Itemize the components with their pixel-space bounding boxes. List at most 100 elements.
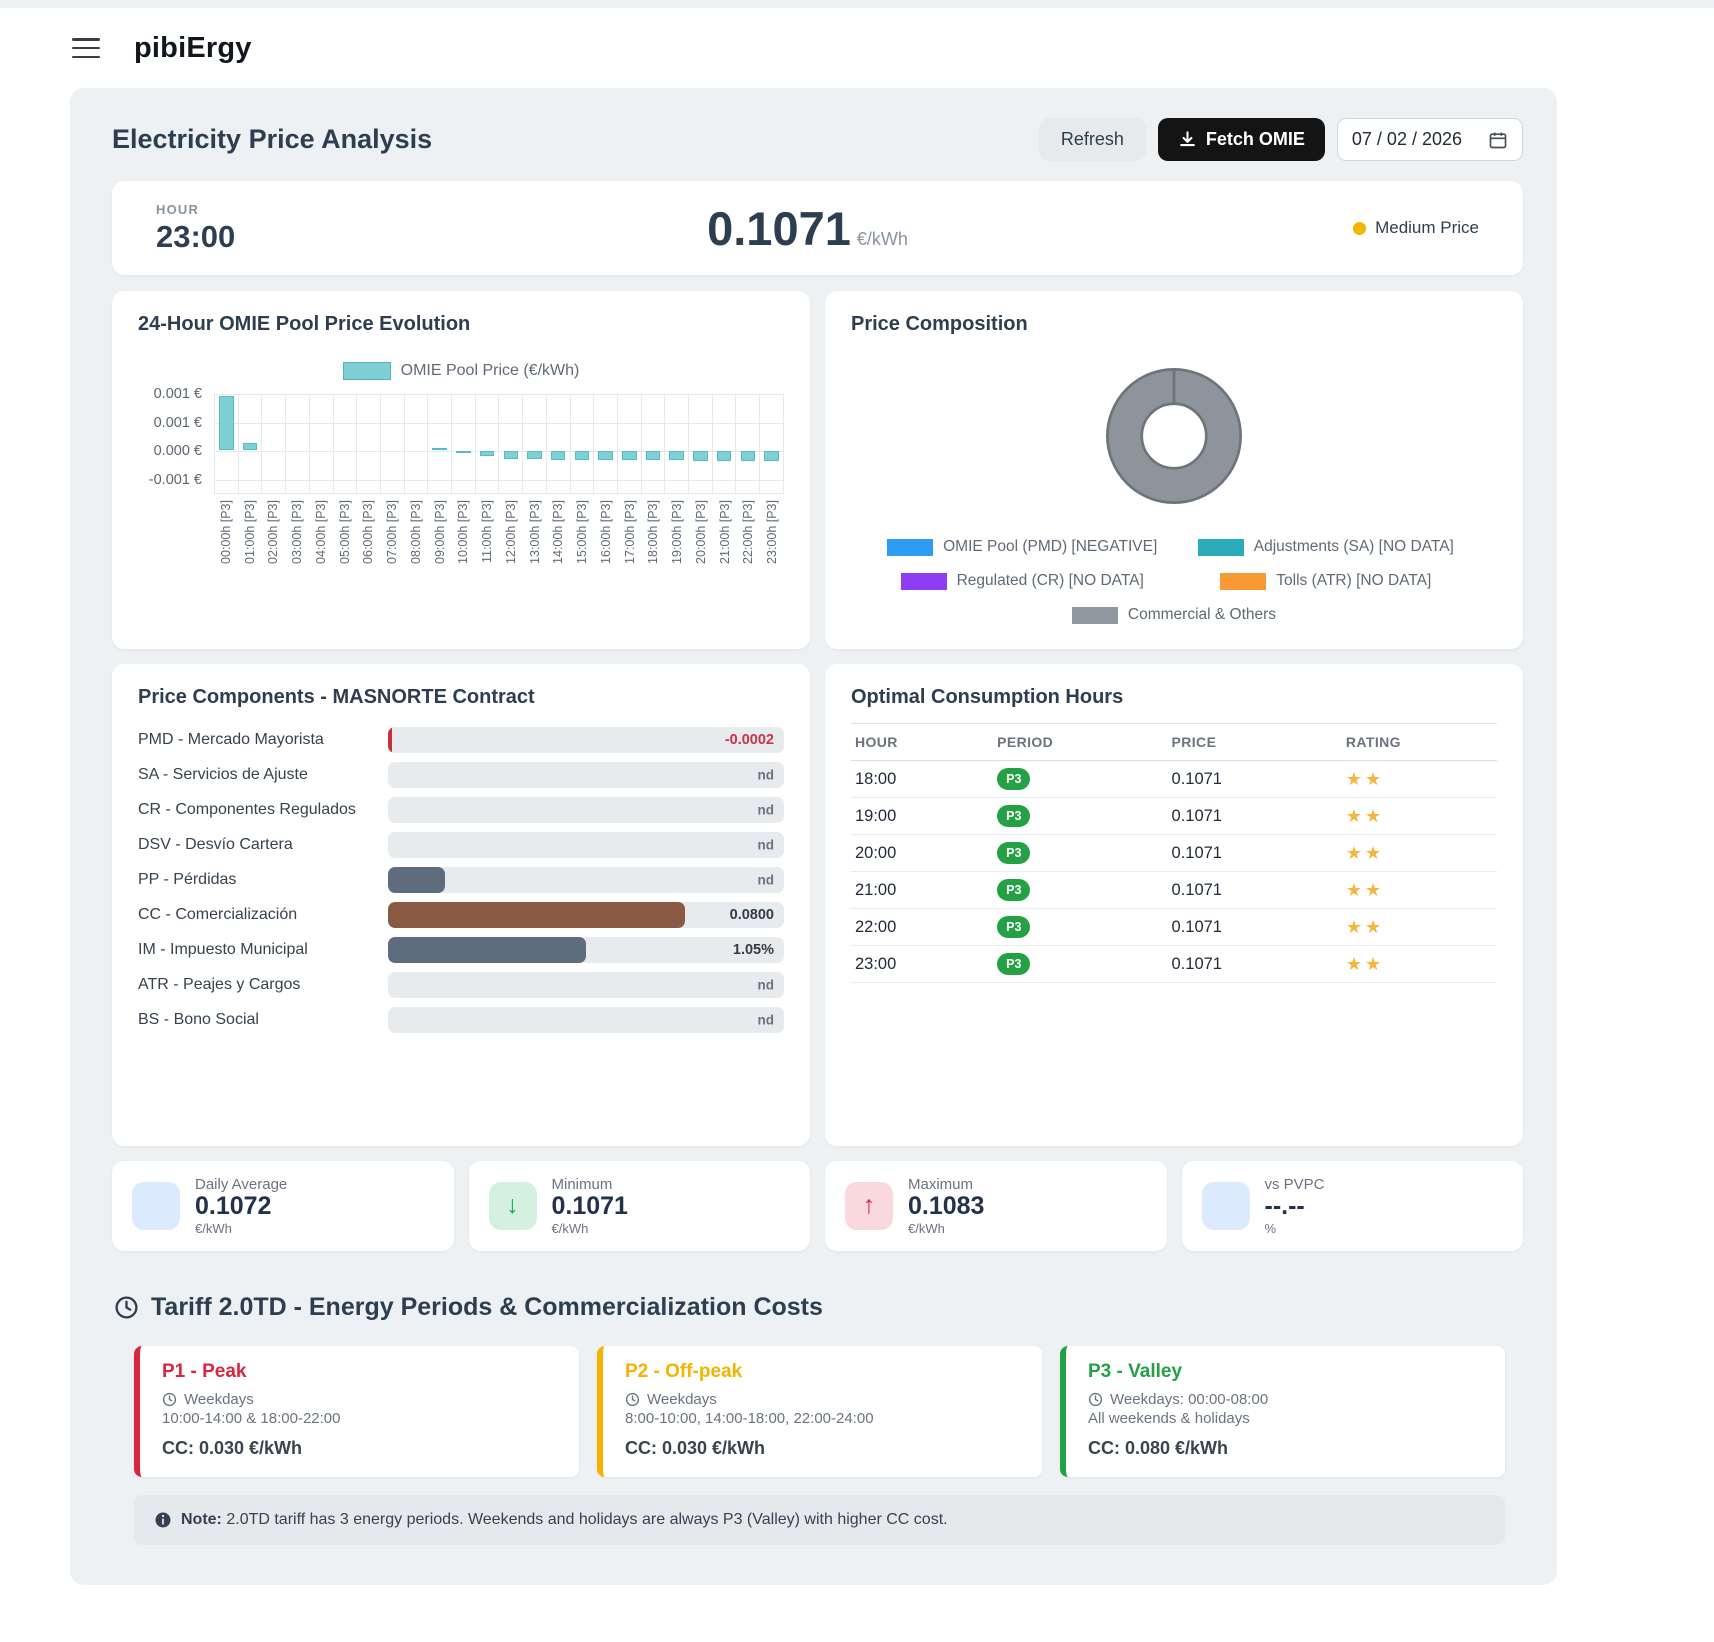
top-strip [0, 0, 1714, 8]
stat-unit: % [1264, 1220, 1277, 1236]
note-text: 2.0TD tariff has 3 energy periods. Weeke… [226, 1510, 948, 1528]
menu-icon[interactable] [72, 38, 100, 58]
component-bar [388, 727, 392, 753]
legend-label: OMIE Pool Price (€/kWh) [400, 362, 580, 379]
component-row: ATR - Peajes y Cargos nd [138, 972, 784, 998]
col-price: PRICE [1167, 723, 1342, 761]
period-cell: P3 [993, 760, 1168, 798]
stat-card: Daily Average 0.1072 €/kWh [112, 1161, 454, 1251]
y-tick-label: 0.001 € [153, 414, 202, 431]
price-composition-card: Price Composition OMIE Pool (PMD) [NEGAT… [825, 291, 1523, 649]
current-price: 0.1071 €/kWh [376, 201, 1239, 256]
table-row: 20:00 P3 0.1071 ★★ [851, 834, 1497, 872]
x-axis-label: 11:00h [P3] [480, 500, 495, 564]
date-value: 07 / 02 / 2026 [1351, 129, 1462, 149]
component-value: nd [757, 837, 775, 853]
rating-stars-icon: ★★ [1345, 953, 1385, 974]
tariff-title: Tariff 2.0TD - Energy Periods & Commerci… [151, 1292, 823, 1321]
chart-bar [550, 451, 566, 460]
omie-evolution-card: 24-Hour OMIE Pool Price Evolution OMIE P… [112, 291, 810, 649]
tariff-cc-cost: CC: 0.030 €/kWh [625, 1437, 766, 1458]
x-axis-labels: 00:00h [P3] 01:00h [P3] 02:00h [P3] 03:00h … [214, 500, 784, 564]
donut-chart [851, 350, 1497, 522]
composition-title: Price Composition [851, 313, 1028, 335]
blue-square-icon [1201, 1181, 1250, 1230]
bar-column [381, 394, 405, 493]
table-row: 18:00 P3 0.1071 ★★ [851, 760, 1497, 798]
stat-label: Minimum [551, 1176, 613, 1193]
price-cell: 0.1071 [1167, 908, 1342, 946]
stat-label: Daily Average [195, 1176, 288, 1193]
y-tick-label: 0.001 € [153, 386, 202, 402]
stat-unit: €/kWh [195, 1220, 232, 1236]
component-row: PP - Pérdidas nd [138, 867, 784, 893]
tariff-card: P1 - Peak Weekdays 10:00-14:00 & 18:00-22:… [134, 1345, 579, 1477]
hour-cell: 20:00 [851, 834, 994, 872]
period-badge: P3 [997, 953, 1031, 975]
status-label: Medium Price [1375, 218, 1479, 237]
period-badge: P3 [997, 805, 1031, 827]
bar-column [310, 394, 334, 493]
component-value: nd [757, 767, 775, 783]
gridline [215, 422, 784, 424]
component-label: BS - Bono Social [138, 1011, 259, 1028]
chart-bar [479, 451, 495, 457]
component-bar-track: 0.0800 [388, 902, 784, 928]
bar-column [547, 394, 571, 493]
refresh-button[interactable]: Refresh [1038, 118, 1146, 161]
blue-square-icon [132, 1181, 180, 1230]
chart-bar [456, 451, 471, 454]
bar-column [665, 394, 690, 493]
hour-cell: 21:00 [851, 871, 994, 909]
header-actions: Refresh Fetch OMIE 07 / 02 / 2026 [1038, 118, 1523, 161]
stat-value: 0.1072 [195, 1192, 272, 1220]
component-label: PMD - Mercado Mayorista [138, 731, 324, 748]
stat-unit: €/kWh [551, 1220, 589, 1236]
price-value: 0.1071 [707, 201, 851, 255]
tariff-period-name: P2 - Off-peak [625, 1360, 743, 1382]
page-title: Electricity Price Analysis [112, 124, 433, 154]
arrow-up-icon: ↑ [845, 1181, 893, 1230]
table-row: 19:00 P3 0.1071 ★★ [851, 797, 1497, 835]
component-label: DSV - Desvío Cartera [138, 836, 293, 853]
current-price-card: HOUR 23:00 0.1071 €/kWh Medium Price [112, 181, 1523, 275]
price-cell: 0.1071 [1167, 834, 1342, 872]
price-components-card: Price Components - MASNORTE Contract PMD… [112, 664, 810, 1146]
component-bar [388, 902, 685, 928]
chart-bar [219, 395, 234, 451]
calendar-icon[interactable] [1488, 130, 1508, 150]
x-axis-label: 06:00h [P3] [361, 500, 376, 564]
date-input[interactable]: 07 / 02 / 2026 [1336, 118, 1523, 161]
x-axis-label: 17:00h [P3] [622, 500, 637, 564]
bar-column [286, 394, 310, 493]
price-cell: 0.1071 [1167, 797, 1342, 835]
stat-text: vs PVPC --.--% [1265, 1176, 1325, 1236]
schedule-label-text: Weekdays: 00:00-08:00 [1110, 1390, 1269, 1408]
bar-column [262, 394, 287, 493]
chart-title: 24-Hour OMIE Pool Price Evolution [138, 313, 471, 335]
stat-card: ↑ Maximum 0.1083 €/kWh [825, 1161, 1167, 1251]
component-value: nd [757, 802, 775, 818]
bar-columns [215, 394, 784, 493]
y-tick-label: 0.000 € [153, 443, 202, 460]
fetch-omie-button[interactable]: Fetch OMIE [1157, 118, 1325, 161]
stat-text: Daily Average 0.1072 €/kWh [195, 1176, 287, 1236]
x-axis-label: 08:00h [P3] [408, 500, 423, 564]
y-axis: 0.001 € 0.001 € 0.000 € -0.001 € [138, 386, 214, 494]
bar-column [334, 394, 358, 493]
component-label: SA - Servicios de Ajuste [138, 766, 308, 783]
stat-text: Maximum 0.1083 €/kWh [908, 1176, 984, 1236]
chart-bar [242, 442, 258, 451]
hour-cell: 19:00 [851, 797, 994, 835]
app-bar: pibiErgy [0, 8, 1714, 88]
bar-column [452, 394, 476, 493]
component-bar-track: nd [388, 832, 784, 858]
tariff-section: Tariff 2.0TD - Energy Periods & Commerci… [112, 1293, 1523, 1545]
component-bar-track: nd [388, 762, 784, 788]
period-badge: P3 [997, 916, 1031, 938]
clock-icon [115, 1295, 138, 1319]
bar-column [215, 394, 239, 493]
chart-bar [764, 451, 779, 461]
bar-column [405, 394, 429, 493]
rating-stars-icon: ★★ [1345, 805, 1385, 826]
